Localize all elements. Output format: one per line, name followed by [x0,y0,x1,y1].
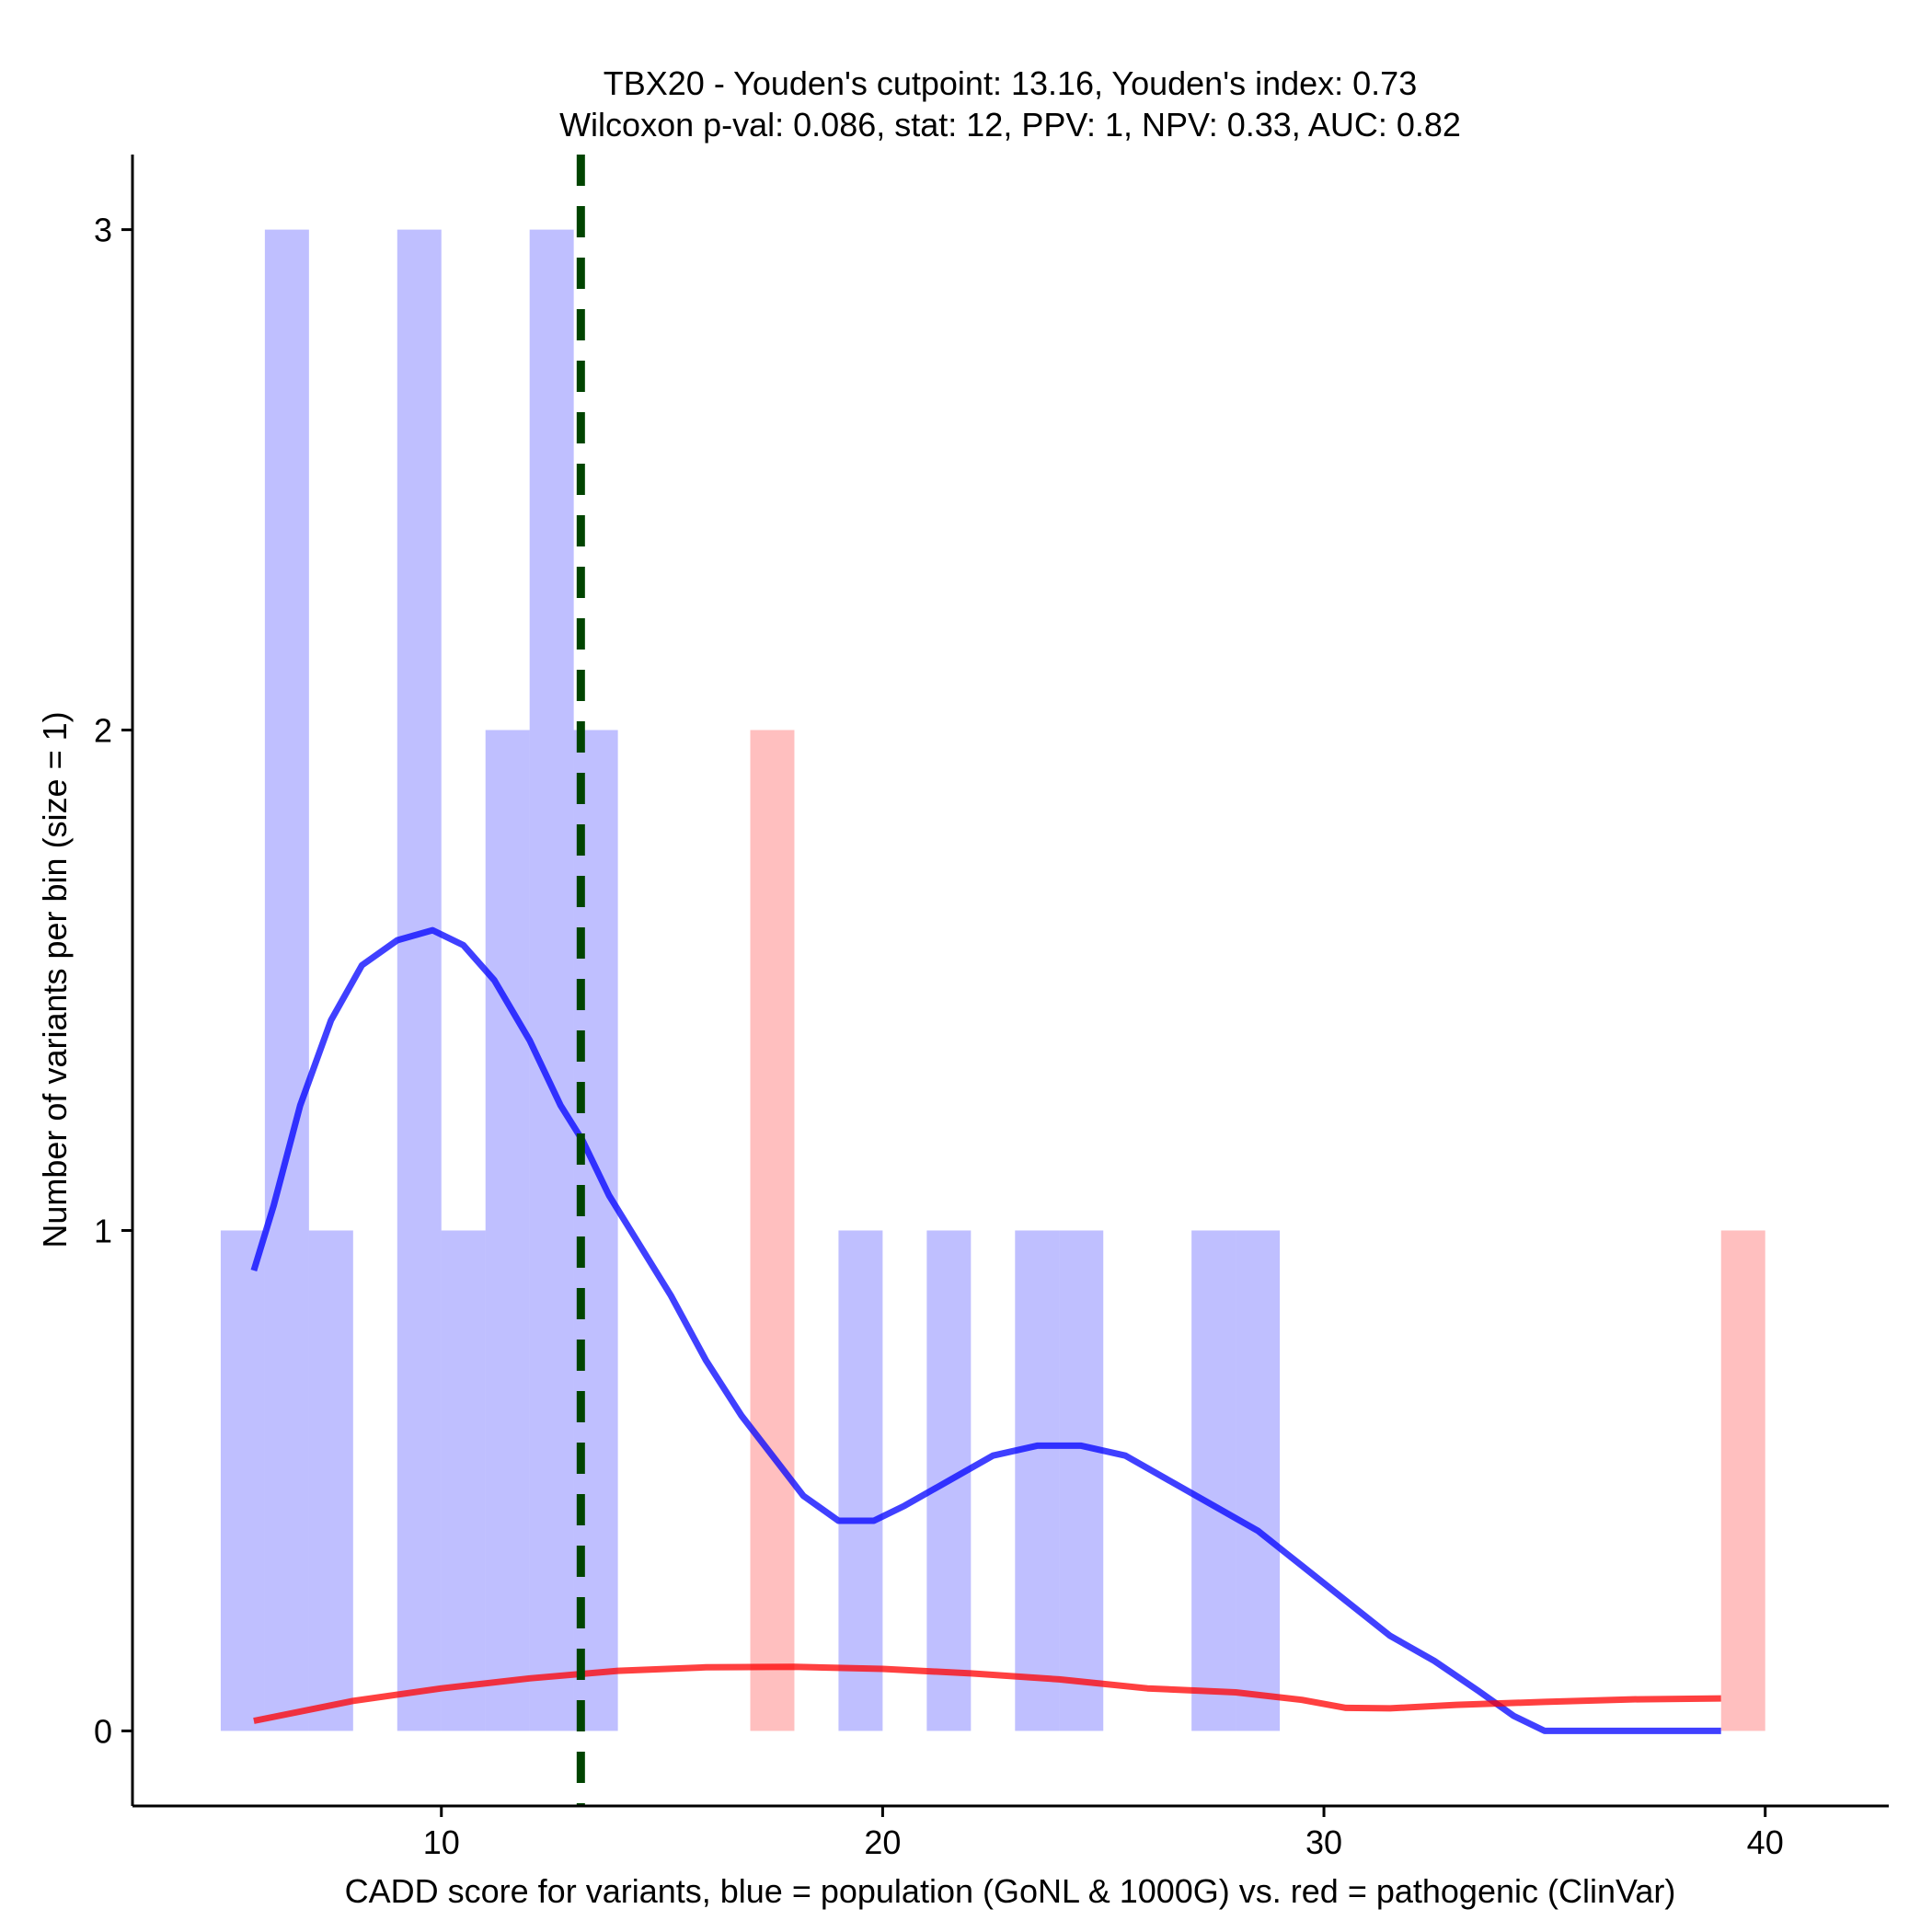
population-bar-10 [1015,1230,1060,1731]
population-bar-1 [264,229,309,1731]
chart-title-line2: Wilcoxon p-val: 0.086, stat: 12, PPV: 1,… [559,106,1461,144]
x-tick-label-20: 20 [864,1823,901,1861]
population-bar-6 [529,229,574,1731]
population-bar-5 [485,730,530,1731]
population-bar-2 [308,1230,353,1731]
pathogenic-density-line [253,1663,1721,1724]
y-tick-label-0: 0 [94,1712,112,1750]
x-axis-label: CADD score for variants, blue = populati… [345,1872,1676,1910]
population-bars [220,229,1281,1731]
population-density-line [250,926,1721,1734]
x-tick-label-40: 40 [1747,1823,1784,1861]
y-ticks: 0 1 2 3 [94,212,132,1750]
population-bar-12 [1191,1230,1236,1731]
x-ticks: 10 20 30 40 [423,1806,1784,1861]
density-lines [250,926,1721,1734]
population-bar-13 [1236,1230,1281,1731]
population-bar-8 [838,1230,883,1731]
y-tick-label-1: 1 [94,1212,112,1249]
pathogenic-bar-0 [750,730,795,1731]
x-tick-label-10: 10 [423,1823,460,1861]
pathogenic-bars [750,730,1765,1731]
population-bar-0 [220,1230,265,1731]
chart-title-line1: TBX20 - Youden's cutpoint: 13.16, Youden… [604,64,1417,102]
y-tick-label-3: 3 [94,212,112,249]
x-tick-label-30: 30 [1305,1823,1342,1861]
population-bar-11 [1059,1230,1104,1731]
population-bar-3 [397,229,442,1731]
y-tick-label-2: 2 [94,712,112,750]
pathogenic-bar-1 [1720,1230,1765,1731]
population-bar-4 [441,1230,486,1731]
y-axis-label: Number of variants per bin (size = 1) [36,711,74,1248]
